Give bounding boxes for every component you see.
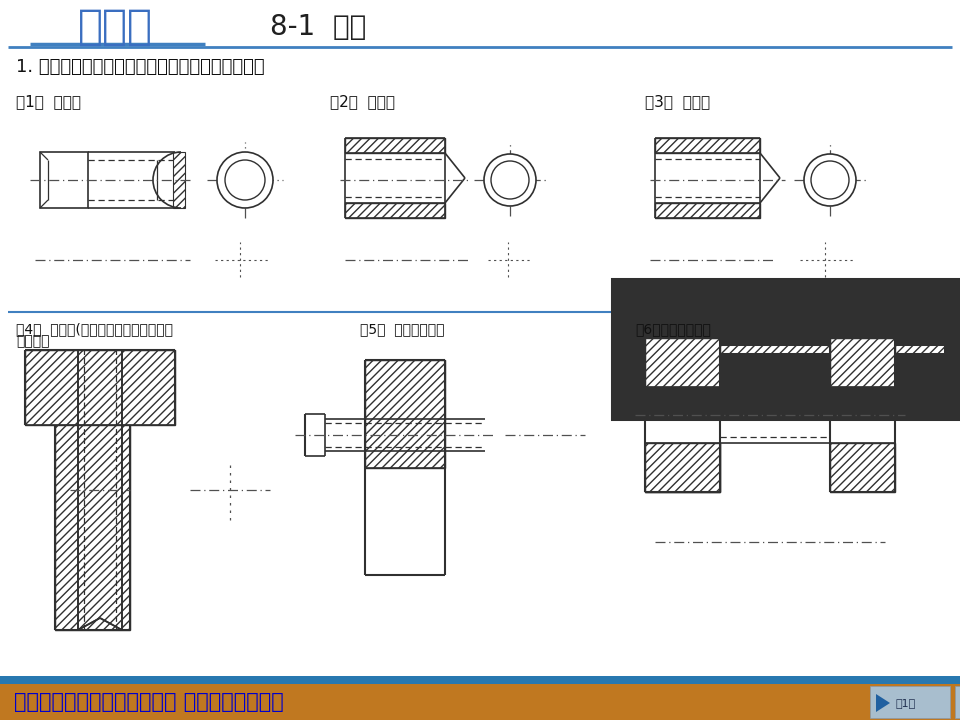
Text: （2）  内螺纹: （2） 内螺纹 bbox=[330, 94, 395, 109]
Bar bbox=[365, 360, 445, 467]
Polygon shape bbox=[876, 694, 890, 712]
Circle shape bbox=[804, 154, 856, 206]
Circle shape bbox=[484, 154, 536, 206]
Bar bbox=[55, 425, 130, 630]
Bar bbox=[655, 203, 760, 218]
Text: （5）  内外螺纹连接: （5） 内外螺纹连接 bbox=[360, 322, 444, 336]
Text: （3）  内螺纹: （3） 内螺纹 bbox=[645, 94, 710, 109]
Bar bbox=[645, 312, 960, 387]
Text: 请用鼠标点击需要解答习题。 或翻页寻找习题。: 请用鼠标点击需要解答习题。 或翻页寻找习题。 bbox=[14, 692, 284, 712]
Bar bbox=[830, 443, 895, 492]
Bar bbox=[870, 686, 950, 718]
Text: 孔相贯）: 孔相贯） bbox=[16, 334, 50, 348]
Circle shape bbox=[225, 160, 265, 200]
Text: 8-1  螺纹: 8-1 螺纹 bbox=[270, 13, 367, 41]
Text: 第1页: 第1页 bbox=[896, 698, 916, 708]
Bar bbox=[645, 443, 720, 492]
Bar bbox=[40, 152, 88, 208]
Bar bbox=[345, 203, 445, 218]
Text: （4）  内螺纹(非螺纹密封的管螺纹，螺: （4） 内螺纹(非螺纹密封的管螺纹，螺 bbox=[16, 322, 173, 336]
Bar bbox=[25, 350, 175, 425]
Bar bbox=[0, 684, 960, 720]
Bar bbox=[173, 152, 185, 208]
Circle shape bbox=[811, 161, 849, 199]
Text: 1. 分析螺纹画法中错误，在空白处画出正确图形。: 1. 分析螺纹画法中错误，在空白处画出正确图形。 bbox=[16, 58, 265, 76]
Bar bbox=[645, 338, 720, 387]
Bar bbox=[645, 443, 720, 492]
Bar bbox=[655, 138, 760, 153]
Bar bbox=[0, 676, 960, 684]
Text: （1）  外螺纹: （1） 外螺纹 bbox=[16, 94, 81, 109]
Text: （6）内外螺纹连接: （6）内外螺纹连接 bbox=[635, 322, 710, 336]
Bar bbox=[830, 338, 895, 387]
Circle shape bbox=[491, 161, 529, 199]
Text: 第八章: 第八章 bbox=[78, 6, 153, 48]
Bar bbox=[78, 350, 122, 630]
Bar bbox=[345, 138, 445, 153]
Circle shape bbox=[217, 152, 273, 208]
Bar bbox=[955, 686, 960, 718]
